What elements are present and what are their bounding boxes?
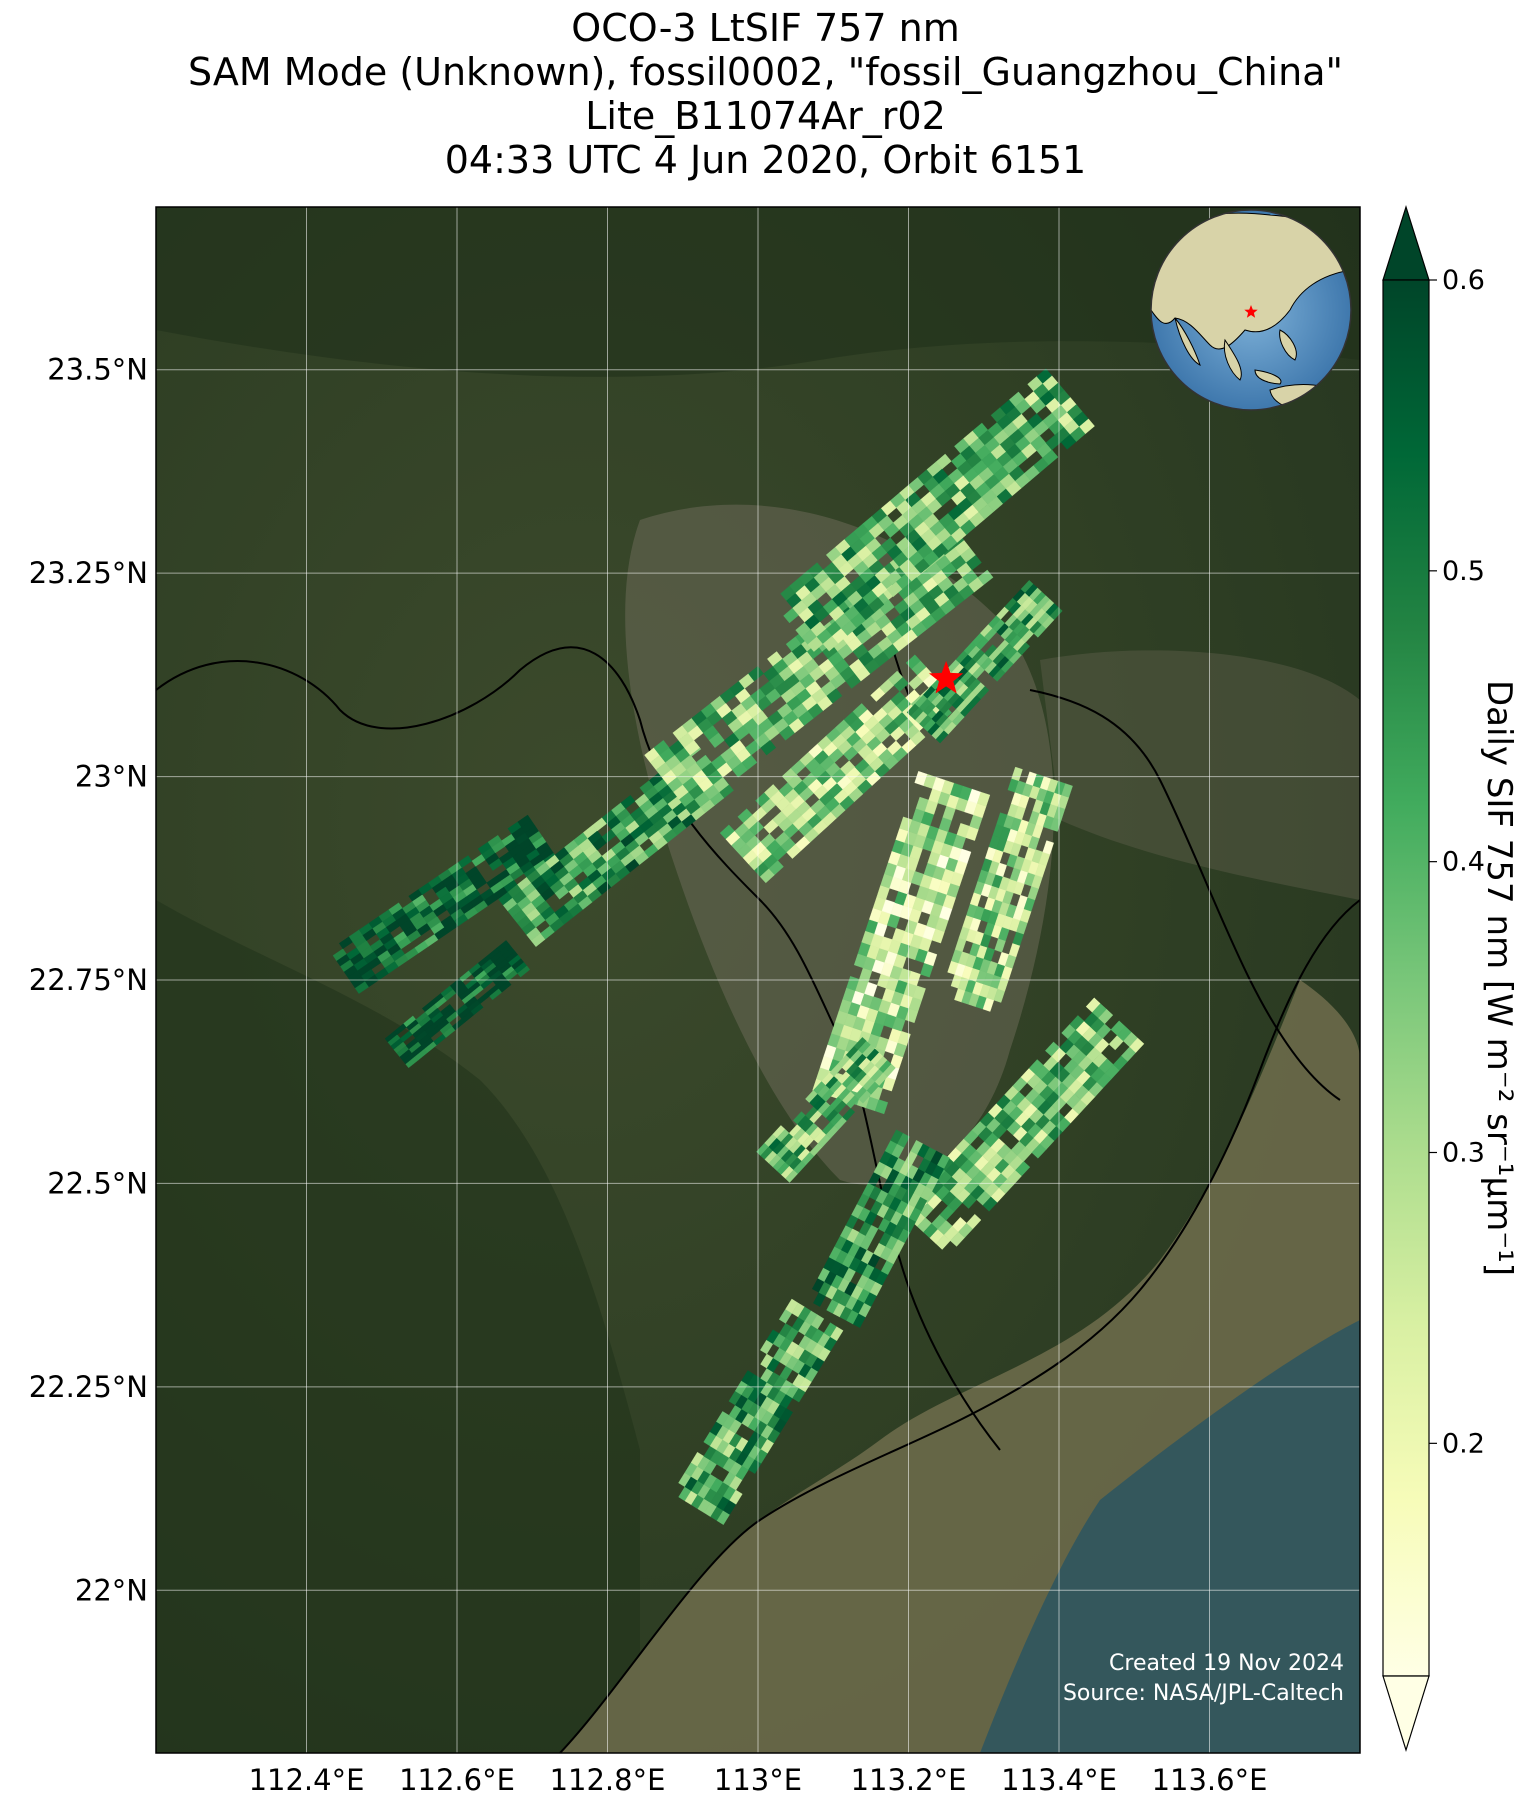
title-line-4: 04:33 UTC 4 Jun 2020, Orbit 6151 — [444, 138, 1087, 182]
sif-footprint — [897, 1133, 910, 1148]
globe-land-asia — [1151, 212, 1351, 350]
lat-tick-label-4: 23°N — [75, 760, 148, 794]
sif-footprint — [1079, 418, 1095, 435]
map-frame — [155, 206, 1361, 1754]
sif-footprint — [842, 1107, 856, 1122]
sif-footprint — [779, 1408, 793, 1423]
sif-footprint — [810, 1314, 825, 1330]
sif-footprint — [741, 754, 758, 771]
sif-footprint — [1017, 642, 1030, 656]
lon-tick-label-2: 112.8°E — [550, 1763, 666, 1795]
mountain-area-west — [156, 900, 640, 1753]
sif-swath-0 — [332, 814, 558, 994]
globe-land-india — [1174, 317, 1201, 366]
lon-tick-label-1: 112.6°E — [399, 1763, 515, 1795]
sif-footprint — [937, 1154, 950, 1169]
sif-footprint — [874, 1099, 889, 1115]
inset-globe — [1150, 209, 1352, 411]
sif-footprint — [883, 1063, 896, 1078]
sif-footprint — [826, 688, 843, 704]
sif-footprint — [1061, 783, 1073, 798]
colorbar-tick-label-4: 0.6 — [1442, 265, 1485, 296]
lon-tick-label-0: 112.4°E — [249, 1763, 365, 1795]
sif-footprint — [684, 740, 700, 756]
sif-footprint — [977, 569, 994, 586]
lat-tick-label-5: 23.25°N — [29, 556, 148, 590]
sif-footprint — [868, 597, 885, 613]
lon-tick-label-6: 113.6°E — [1152, 1763, 1268, 1795]
colorbar-ticks: 0.2 0.3 0.4 0.5 0.6 — [1429, 265, 1485, 1459]
sif-footprint — [958, 848, 972, 864]
lat-tick-label-6: 23.5°N — [47, 353, 148, 387]
lon-tick-label-3: 113°E — [714, 1763, 802, 1795]
latitude-tick-labels: 22°N 22.25°N 22.5°N 22.75°N 23°N 23.25°N 23.5°… — [29, 353, 148, 1608]
lat-tick-label-1: 22.25°N — [29, 1370, 148, 1404]
sif-footprint — [1129, 1037, 1145, 1053]
river-east — [1029, 689, 1341, 1101]
colorbar-gradient — [1382, 279, 1430, 1677]
lat-tick-label-0: 22°N — [75, 1573, 148, 1607]
sif-swath-12 — [678, 1298, 844, 1525]
sif-footprint — [966, 1213, 982, 1230]
globe-land-islands — [1254, 329, 1297, 385]
colorbar-extend-bottom — [1382, 1675, 1430, 1753]
title-line-3: Lite_B11074Ar_r02 — [585, 94, 946, 138]
sif-footprint — [874, 567, 891, 583]
colorbar-tick-label-2: 0.4 — [1442, 847, 1485, 878]
colorbar-tick-label-1: 0.3 — [1442, 1138, 1485, 1169]
sif-swath-10 — [898, 997, 1145, 1250]
globe-target-star — [1244, 305, 1258, 318]
sif-footprint — [498, 980, 512, 993]
sif-footprint — [830, 1326, 844, 1342]
colorbar-tick-label-3: 0.5 — [1442, 556, 1485, 587]
target-star-marker — [929, 660, 964, 694]
sif-swath-8 — [947, 766, 1073, 1012]
colorbar: 0.2 0.3 0.4 0.5 0.6 Daily SIF 757 nm [W m⁻² … — [1382, 205, 1519, 1753]
colorbar-tick-label-0: 0.2 — [1442, 1428, 1485, 1459]
lat-tick-label-3: 22.75°N — [29, 963, 148, 997]
created-credit: Created 19 Nov 2024 — [1109, 1651, 1344, 1676]
sif-footprint — [1015, 1161, 1031, 1177]
sif-swath-9 — [756, 1037, 896, 1183]
title-line-1: OCO-3 LtSIF 757 nm — [571, 6, 960, 50]
colorbar-extend-top — [1382, 205, 1430, 281]
sif-footprint — [1098, 1009, 1114, 1025]
sif-footprint — [1042, 449, 1059, 466]
sif-swath-layer — [332, 368, 1145, 1525]
sif-swath-6 — [906, 580, 1063, 744]
sif-footprint — [760, 740, 777, 756]
sif-footprint — [966, 554, 982, 571]
sif-footprint — [912, 985, 926, 1001]
colorbar-label: Daily SIF 757 nm [W m⁻² sr⁻¹µm⁻¹] — [1479, 680, 1519, 1276]
sif-footprint — [923, 951, 938, 967]
longitude-tick-labels: 112.4°E 112.6°E 112.8°E 113°E 113.2°E 113.4°E… — [249, 1763, 1268, 1795]
deep-sea-area — [980, 1320, 1360, 1753]
coastline-south — [559, 899, 1360, 1753]
sif-swath-11 — [811, 1129, 950, 1328]
sif-footprint — [976, 686, 990, 700]
lon-tick-label-5: 113.4°E — [1001, 1763, 1117, 1795]
lat-tick-label-2: 22.5°N — [47, 1166, 148, 1200]
sif-footprint — [517, 965, 531, 978]
sif-footprint — [768, 860, 784, 876]
sif-footprint — [1042, 840, 1054, 855]
title-line-2: SAM Mode (Unknown), fossil0002, "fossil_… — [188, 50, 1343, 94]
sif-footprint — [910, 730, 926, 746]
sif-footprint — [976, 791, 991, 807]
lon-tick-label-4: 113.2°E — [851, 1763, 967, 1795]
sif-footprint — [713, 777, 729, 793]
sif-footprint — [897, 1030, 911, 1046]
sif-swath-1 — [384, 940, 531, 1069]
globe-land-seasia — [1223, 338, 1242, 381]
plot-title: OCO-3 LtSIF 757 nm SAM Mode (Unknown), f… — [0, 6, 1531, 182]
sif-footprint — [470, 1003, 484, 1016]
sif-footprint — [1011, 766, 1023, 782]
sif-footprint — [729, 1489, 743, 1505]
source-credit: Source: NASA/JPL-Caltech — [1063, 1681, 1344, 1706]
gridlines — [156, 207, 1360, 1753]
sif-swath-4 — [780, 368, 1095, 652]
urban-area-east — [1040, 650, 1360, 900]
